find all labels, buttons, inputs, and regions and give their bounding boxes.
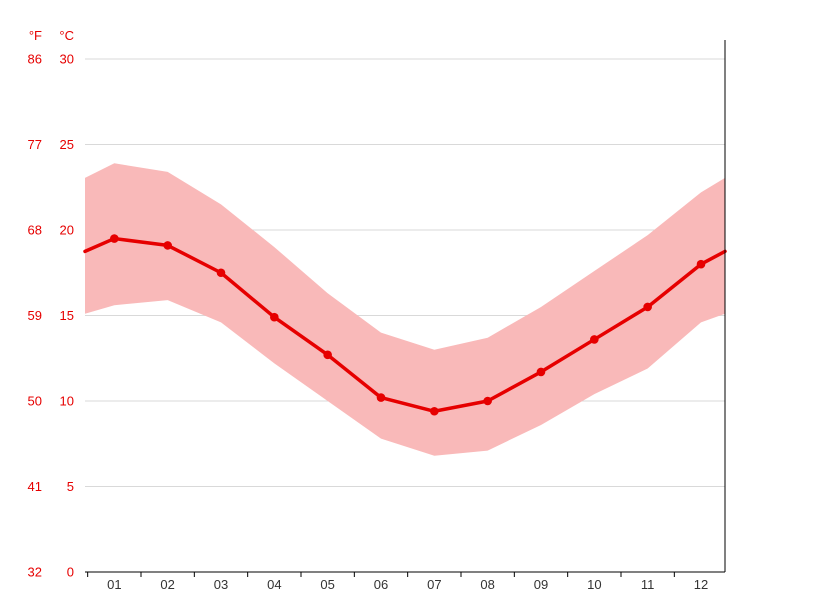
data-point-month-02	[163, 241, 172, 250]
x-tick-label-10: 10	[587, 577, 601, 592]
data-point-month-05	[323, 350, 332, 360]
y-tick-label-f-50: 50	[28, 394, 42, 409]
data-point-month-03	[216, 268, 226, 278]
x-tick-label-04: 04	[267, 577, 281, 592]
y-tick-label-f-32: 32	[28, 565, 42, 580]
y-tick-label-c-20: 20	[60, 223, 74, 238]
data-point-month-07	[430, 406, 439, 416]
x-tick-label-12: 12	[694, 577, 708, 592]
x-tick-label-01: 01	[107, 577, 121, 592]
data-point-month-04	[270, 312, 279, 322]
data-point-month-06	[376, 393, 386, 402]
data-point-month-08	[483, 396, 492, 406]
x-tick-label-05: 05	[320, 577, 334, 592]
average-temperature-line	[83, 236, 727, 414]
x-tick-label-11: 11	[641, 577, 655, 592]
data-point-month-10	[590, 335, 599, 344]
y-tick-label-f-41: 41	[28, 479, 42, 494]
x-tick-label-03: 03	[214, 577, 228, 592]
y-tick-label-c-25: 25	[60, 137, 74, 152]
y-tick-label-c-30: 30	[60, 52, 74, 67]
y-tick-label-f-86: 86	[28, 52, 42, 67]
y-tick-label-c-10: 10	[60, 394, 74, 409]
data-point-month-11	[643, 302, 652, 312]
y-tick-label-f-77: 77	[28, 137, 42, 152]
x-tick-label-09: 09	[534, 577, 548, 592]
x-tick-label-02: 02	[160, 577, 174, 592]
y-tick-label-f-68: 68	[28, 223, 42, 238]
x-tick-label-07: 07	[427, 577, 441, 592]
y-tick-label-f-59: 59	[28, 308, 42, 323]
y-tick-label-c-0: 0	[67, 565, 74, 580]
y-tick-label-c-15: 15	[60, 308, 74, 323]
x-tick-label-06: 06	[374, 577, 388, 592]
y-tick-label-c-5: 5	[67, 479, 74, 494]
celsius-unit-label: °C	[59, 28, 74, 43]
fahrenheit-unit-label: °F	[28, 28, 42, 43]
data-point-month-09	[536, 367, 546, 377]
x-tick-label-08: 08	[480, 577, 494, 592]
temperature-range-band	[85, 163, 725, 456]
data-point-month-12	[696, 259, 706, 269]
data-point-month-01	[110, 234, 119, 243]
